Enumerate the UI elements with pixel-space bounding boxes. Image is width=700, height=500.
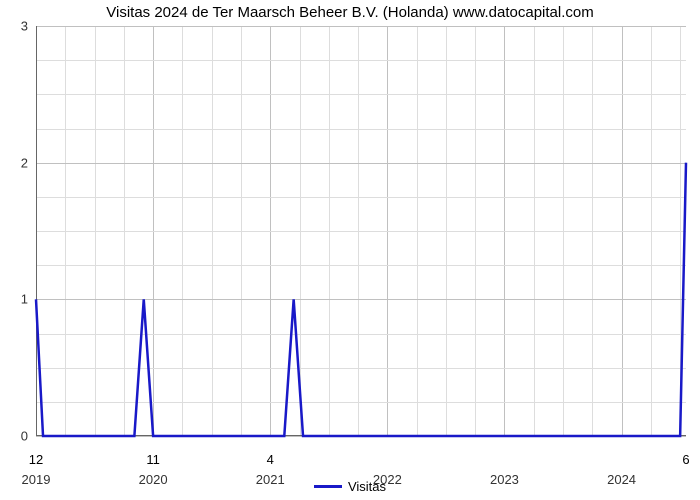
x-tick-label: 2020 (139, 472, 168, 487)
y-tick-label: 3 (0, 19, 28, 34)
count-label: 6 (682, 452, 689, 467)
x-tick-label: 2019 (22, 472, 51, 487)
count-label: 12 (29, 452, 43, 467)
x-tick-label: 2024 (607, 472, 636, 487)
chart-container: Visitas 2024 de Ter Maarsch Beheer B.V. … (0, 0, 700, 500)
plot-area (36, 26, 686, 436)
x-tick-label: 2021 (256, 472, 285, 487)
series-line (36, 26, 686, 436)
count-label: 11 (146, 452, 160, 467)
x-tick-label: 2022 (373, 472, 402, 487)
chart-title: Visitas 2024 de Ter Maarsch Beheer B.V. … (0, 4, 700, 21)
legend-swatch (314, 485, 342, 488)
legend: Visitas (0, 479, 700, 494)
x-tick-label: 2023 (490, 472, 519, 487)
y-tick-label: 2 (0, 155, 28, 170)
y-tick-label: 1 (0, 292, 28, 307)
y-tick-label: 0 (0, 429, 28, 444)
count-label: 4 (267, 452, 274, 467)
